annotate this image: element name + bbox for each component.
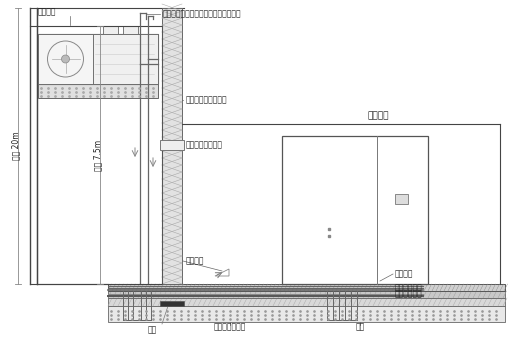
Text: 地板: 地板 (355, 323, 365, 332)
Bar (38, 34, 158, 84)
Bar (162, 8, 182, 284)
Bar (108, 291, 505, 298)
Bar (395, 194, 408, 204)
Bar (108, 298, 505, 306)
Text: 加湿器进水管: 加湿器进水管 (395, 284, 423, 292)
Text: 活动地板: 活动地板 (395, 270, 414, 278)
Text: 室内机组: 室内机组 (367, 112, 389, 120)
Bar (123, 26, 138, 34)
Bar (160, 140, 184, 150)
Bar (38, 34, 93, 84)
Bar (93, 34, 158, 84)
Text: 室外机组: 室外机组 (38, 7, 56, 17)
Text: 地板下的隔热层: 地板下的隔热层 (214, 323, 246, 332)
Text: 最高 7.5m: 最高 7.5m (94, 139, 102, 171)
Circle shape (61, 55, 70, 63)
Text: 集油器（存油弯）: 集油器（存油弯） (186, 140, 223, 150)
Text: 液管不得受阳光直射: 液管不得受阳光直射 (186, 96, 228, 104)
Bar (160, 301, 184, 306)
Text: 凝结水排水管: 凝结水排水管 (395, 289, 423, 299)
Bar (282, 136, 428, 284)
Text: 最高 20m: 最高 20m (11, 132, 20, 160)
Bar (103, 26, 118, 34)
Text: 气管倾斜: 气管倾斜 (186, 256, 204, 266)
Text: 反向弯（需高于冷凝器最高一排铜管）: 反向弯（需高于冷凝器最高一排铜管） (163, 10, 242, 18)
Bar (108, 306, 505, 322)
Bar (38, 84, 158, 98)
Bar (108, 284, 505, 291)
Text: 密封: 密封 (147, 325, 157, 335)
